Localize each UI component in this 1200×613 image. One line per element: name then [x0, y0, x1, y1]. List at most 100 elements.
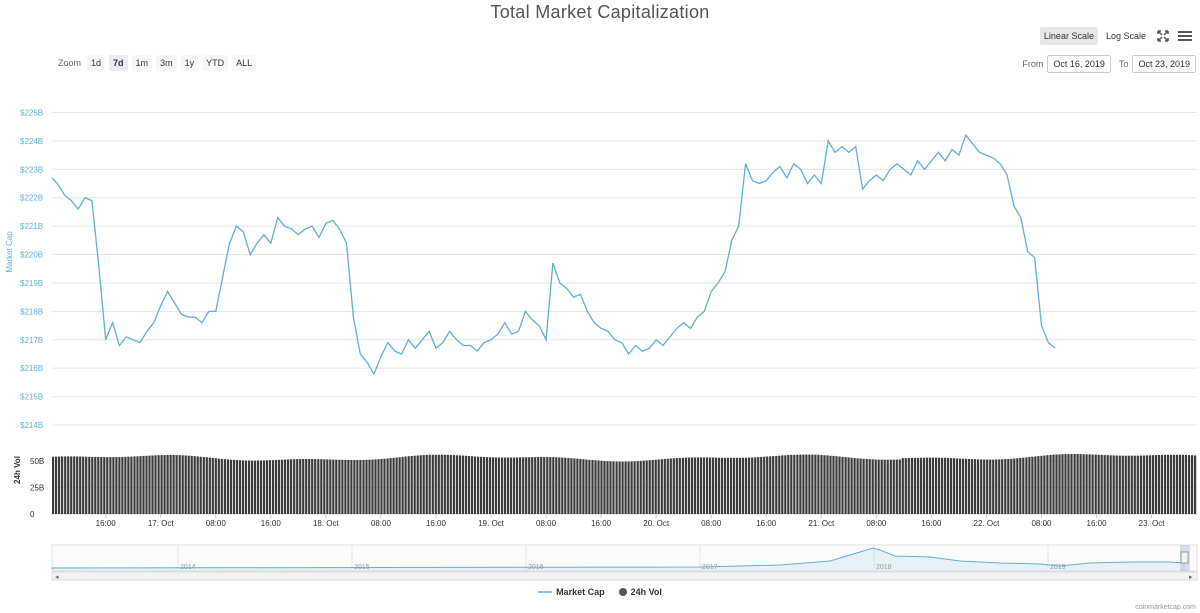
log-scale-button[interactable]: Log Scale	[1105, 31, 1146, 41]
from-date-input[interactable]: Oct 16, 2019	[1047, 55, 1111, 73]
volume-bar	[588, 459, 591, 514]
volume-bar	[699, 457, 702, 514]
zoom-1d-button[interactable]: 1d	[87, 55, 106, 71]
volume-bar	[748, 457, 751, 514]
volume-bar	[603, 461, 606, 514]
x-tick-label: 16:00	[426, 519, 447, 528]
volume-bar	[1091, 454, 1094, 514]
volume-bar	[974, 459, 977, 514]
y-tick-label: $214B	[20, 421, 43, 430]
credits[interactable]: coinmarketcap.com	[1135, 604, 1196, 611]
zoom-1m-button[interactable]: 1m	[131, 55, 153, 71]
zoom-ytd-button[interactable]: YTD	[202, 55, 229, 71]
volume-bar	[491, 457, 495, 514]
volume-bar	[169, 455, 172, 514]
hamburger-menu-icon[interactable]	[1176, 29, 1194, 43]
volume-bar	[832, 455, 835, 514]
volume-bar	[88, 456, 91, 514]
legend-volume[interactable]: 24h Vol	[618, 587, 662, 597]
volume-bar	[886, 459, 889, 514]
volume-bar	[308, 459, 311, 514]
volume-bar	[681, 457, 684, 514]
volume-bar	[124, 456, 127, 514]
volume-bar	[386, 458, 389, 514]
volume-bar	[178, 455, 181, 514]
volume-bar	[1046, 455, 1049, 514]
y-tick-label: $224B	[20, 137, 43, 146]
volume-bar	[862, 458, 865, 514]
volume-bar	[1043, 455, 1046, 514]
volume-bar	[1181, 454, 1185, 514]
legend-market-cap[interactable]: Market Cap	[538, 587, 605, 597]
volume-bar	[1040, 455, 1043, 514]
volume-bar	[121, 456, 124, 514]
volume-bar	[630, 461, 633, 514]
volume-bar	[1073, 454, 1076, 514]
volume-bar	[769, 456, 772, 514]
volume-bar	[639, 460, 642, 514]
volume-bar	[299, 459, 302, 514]
volume-bar	[419, 455, 422, 514]
volume-bar	[1004, 459, 1007, 514]
volume-bar	[398, 457, 401, 514]
zoom-1y-button[interactable]: 1y	[180, 55, 199, 71]
volume-bar	[904, 458, 907, 514]
volume-bar	[992, 459, 995, 514]
volume-tick-label: 25B	[30, 484, 44, 493]
y-tick-label: $221B	[20, 222, 43, 231]
volume-bar	[582, 459, 585, 514]
volume-bar	[760, 456, 763, 514]
y-tick-label: $215B	[20, 393, 43, 402]
volume-bar	[431, 454, 434, 514]
volume-bar	[742, 457, 745, 514]
x-tick-label: 16:00	[1087, 519, 1108, 528]
volume-bar	[461, 455, 464, 514]
volume-bar	[916, 457, 919, 514]
date-range: From Oct 16, 2019 To Oct 23, 2019	[1022, 55, 1196, 73]
volume-bar	[766, 456, 769, 514]
volume-bar	[410, 456, 413, 514]
volume-bar	[817, 454, 820, 514]
volume-bar	[714, 457, 718, 514]
linear-scale-button[interactable]: Linear Scale	[1039, 27, 1098, 45]
zoom-7d-button[interactable]: 7d	[109, 55, 128, 71]
volume-bar	[238, 460, 241, 514]
volume-bar	[1022, 457, 1025, 514]
volume-bar	[1067, 454, 1070, 514]
volume-bar	[166, 455, 169, 514]
volume-bar	[172, 455, 175, 514]
volume-bar	[464, 455, 467, 514]
volume-bar	[476, 456, 480, 514]
volume-bar	[374, 459, 377, 514]
volume-bar	[579, 458, 582, 514]
volume-bar	[1188, 455, 1191, 514]
volume-bar	[488, 457, 492, 514]
x-tick-label: 08:00	[701, 519, 722, 528]
volume-bar	[1070, 454, 1073, 514]
volume-bar	[516, 457, 519, 514]
volume-bar	[196, 456, 199, 514]
x-tick-label: 21. Oct	[808, 519, 835, 528]
zoom-all-button[interactable]: ALL	[232, 55, 257, 71]
volume-bar	[790, 454, 793, 514]
volume-bar	[913, 457, 916, 514]
volume-bar	[268, 460, 272, 514]
volume-bar	[232, 459, 235, 514]
volume-bar	[187, 455, 190, 514]
volume-bar	[826, 455, 829, 514]
x-tick-label: 08:00	[536, 519, 557, 528]
volume-bar	[663, 458, 666, 514]
zoom-3m-button[interactable]: 3m	[156, 55, 177, 71]
volume-bar	[546, 457, 549, 514]
volume-bar	[811, 454, 814, 514]
expand-icon[interactable]	[1154, 29, 1172, 43]
legend-dot-icon	[618, 588, 627, 596]
to-date-input[interactable]: Oct 23, 2019	[1132, 55, 1196, 73]
volume-bar	[1175, 454, 1179, 514]
volume-bar	[1142, 455, 1145, 514]
y-tick-label: $217B	[20, 336, 43, 345]
volume-bar	[371, 459, 374, 514]
navigator-year-label: 2017	[702, 564, 718, 571]
volume-bar	[326, 459, 329, 514]
